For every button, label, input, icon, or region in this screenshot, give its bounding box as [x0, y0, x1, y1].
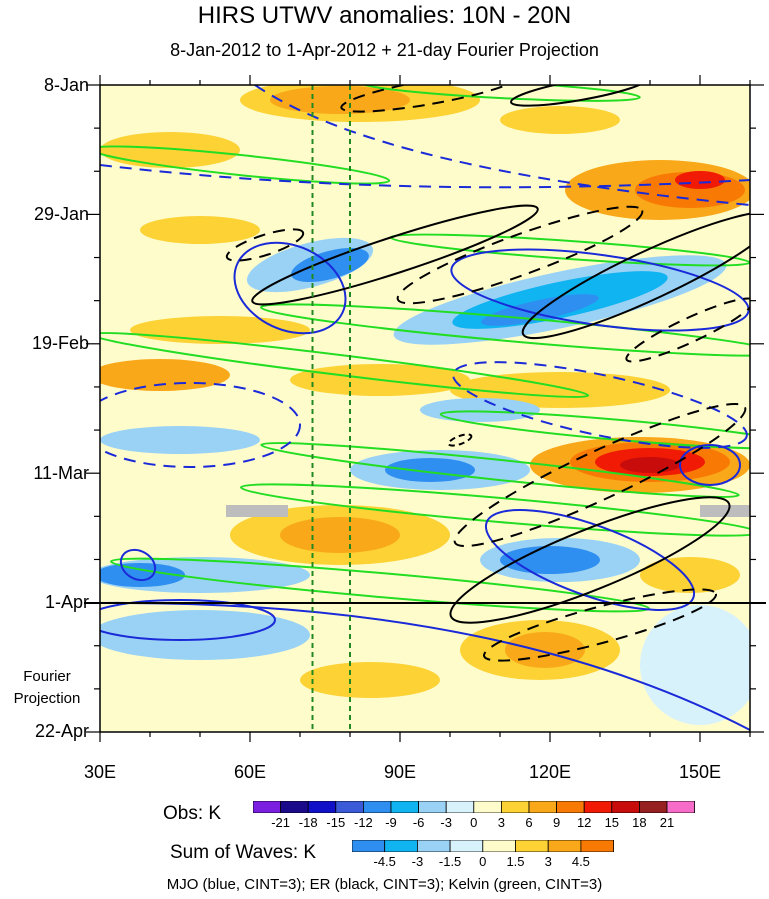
- colorbar-swatch: [253, 801, 282, 813]
- colorbar-swatch: [482, 840, 516, 852]
- colorbar-level-label: 3: [544, 854, 552, 869]
- colorbar-level-label: 9: [552, 815, 561, 830]
- x-tick-label: 90E: [383, 762, 417, 782]
- colorbar-swatch: [417, 840, 451, 852]
- colorbar-swatch: [547, 840, 582, 852]
- colorbar-level-label: 1.5: [506, 854, 525, 869]
- colorbar-level-label: 21: [659, 815, 675, 830]
- colorbar-swatch: [611, 801, 640, 813]
- colorbar-level-label: 15: [604, 815, 620, 830]
- chart-subtitle: 8-Jan-2012 to 1-Apr-2012 + 21-day Fourie…: [170, 40, 599, 60]
- colorbar-level-label: -21: [271, 815, 290, 830]
- x-tick-label: 60E: [233, 762, 267, 782]
- chart-title: HIRS UTWV anomalies: 10N - 20N: [197, 2, 572, 29]
- colorbar-swatch: [515, 840, 549, 852]
- colorbar-swatch: [363, 801, 392, 813]
- anomaly-field: [100, 85, 750, 732]
- colorbar-swatch: [280, 801, 309, 813]
- colorbar-swatch: [352, 840, 386, 852]
- projection-shading: [100, 603, 750, 732]
- colorbar-level-label: 0: [479, 854, 487, 869]
- contour-legend-note: MJO (blue, CINT=3); ER (black, CINT=3); …: [166, 876, 603, 893]
- colorbar-level-label: 0: [470, 815, 478, 830]
- colorbar-swatch: [307, 801, 337, 813]
- colorbar-level-label: -9: [385, 815, 397, 830]
- colorbar-level-label: 6: [525, 815, 533, 830]
- colorbar-level-label: -12: [353, 815, 373, 830]
- plot-frame: [99, 84, 751, 733]
- axis-ticks: [86, 75, 764, 742]
- colorbar-swatch: [666, 801, 695, 813]
- y-tick-label: 22-Apr: [34, 721, 89, 741]
- colorbar-level-label: 18: [632, 815, 647, 830]
- fourier-projection-label: Fourier Projection: [13, 668, 81, 707]
- colorbar-swatch: [580, 840, 614, 852]
- waves-colorbar-title: Sum of Waves: K: [170, 842, 317, 863]
- y-tick-label: 19-Feb: [31, 333, 89, 353]
- y-tick-label: 1-Apr: [44, 592, 89, 612]
- colorbar-level-label: -6: [412, 815, 425, 830]
- colorbar-swatch: [583, 801, 613, 813]
- x-tick-label: 150E: [678, 762, 722, 782]
- colorbar-swatch: [335, 801, 364, 813]
- y-tick-label: 29-Jan: [33, 204, 89, 224]
- missing-data-patch: [226, 505, 288, 517]
- colorbar-level-label: -3: [411, 854, 424, 869]
- colorbar-level-label: -4.5: [373, 854, 396, 869]
- x-tick-label: 120E: [528, 762, 572, 782]
- colorbar-level-label: -1.5: [438, 854, 462, 869]
- y-tick-label: 8-Jan: [43, 75, 89, 95]
- er-contours: [225, 85, 750, 662]
- colorbar-level-label: -15: [326, 815, 346, 830]
- colorbar-swatch: [473, 801, 502, 813]
- obs-shading: [100, 85, 750, 593]
- colorbar-swatch: [384, 840, 418, 852]
- waves-colorbar: [352, 840, 614, 852]
- colorbar-level-label: 3: [497, 815, 505, 830]
- missing-data-patch: [700, 505, 750, 517]
- colorbar-level-label: -3: [440, 815, 452, 830]
- colorbar-swatch: [528, 801, 558, 813]
- colorbar-level-label: 12: [576, 815, 592, 830]
- x-tick-label: 30E: [83, 762, 117, 782]
- obs-colorbar-title: Obs: K: [163, 803, 222, 824]
- colorbar-swatch: [390, 801, 420, 813]
- colorbar-swatch: [500, 801, 530, 813]
- mjo-contours: [100, 85, 750, 731]
- colorbar-swatch: [638, 801, 668, 813]
- y-tick-label: 11-Mar: [33, 463, 89, 483]
- colorbar-swatch: [556, 801, 585, 813]
- colorbar-swatch: [445, 801, 475, 813]
- colorbar-swatch: [449, 840, 484, 852]
- obs-colorbar: [253, 801, 695, 813]
- colorbar-swatch: [418, 801, 447, 813]
- colorbar-level-label: -18: [298, 815, 318, 830]
- colorbar-level-label: 4.5: [571, 854, 590, 869]
